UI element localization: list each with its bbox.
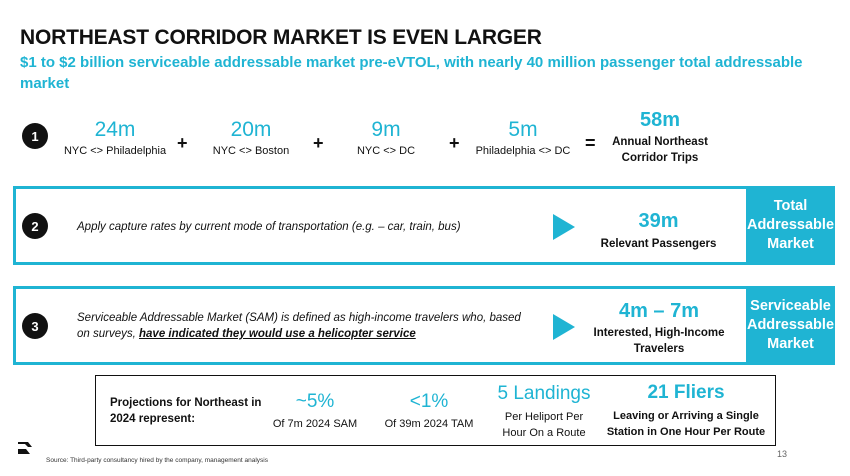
relevant-passengers-value: 39m xyxy=(638,210,679,232)
step-3-text-prefix: on surveys, xyxy=(77,328,139,340)
sam-panel-line-3: Market xyxy=(767,336,814,352)
step-3-text-emphasis: have indicated they would use a helicopt… xyxy=(139,328,416,340)
sam-share-value: ~5% xyxy=(295,391,335,412)
step-3-text-line-1: Serviceable Addressable Market (SAM) is … xyxy=(77,312,521,324)
plus-sign: + xyxy=(313,133,324,153)
route-value: 20m xyxy=(230,118,272,141)
source-note: Source: Third-party consultancy hired by… xyxy=(46,457,268,464)
landings-label-1: Per Heliport Per xyxy=(504,411,584,423)
landings-label-2: Hour On a Route xyxy=(502,427,586,439)
tam-panel-line-3: Market xyxy=(767,236,814,252)
company-logo-icon xyxy=(18,442,32,454)
tam-panel-line-2: Addressable xyxy=(746,217,835,233)
fliers: 21 Fliers Leaving or Arriving a Single S… xyxy=(600,382,772,440)
route-item: 5m Philadelphia <> DC xyxy=(468,118,578,157)
step-1-badge: 1 xyxy=(22,123,48,149)
fliers-value: 21 Fliers xyxy=(647,382,725,403)
plus-sign: + xyxy=(177,133,188,153)
fliers-label-1: Leaving or Arriving a Single xyxy=(613,410,759,422)
arrow-right-icon xyxy=(553,214,575,240)
tam-panel-line-1: Total xyxy=(773,198,808,214)
tam-share-value: <1% xyxy=(409,391,449,412)
tam-share: <1% Of 39m 2024 TAM xyxy=(374,391,484,430)
route-item: 20m NYC <> Boston xyxy=(195,118,307,157)
relevant-passengers: 39m Relevant Passengers xyxy=(596,210,721,252)
page-number: 13 xyxy=(777,449,788,459)
landings-value: 5 Landings xyxy=(497,383,591,404)
page-title: NORTHEAST CORRIDOR MARKET IS EVEN LARGER xyxy=(20,26,542,49)
step-2-badge: 2 xyxy=(22,213,48,239)
projections-intro-line-1: Projections for Northeast in xyxy=(110,397,262,409)
interested-travelers-label-1: Interested, High-Income xyxy=(593,327,725,339)
route-item: 24m NYC <> Philadelphia xyxy=(55,118,175,157)
arrow-right-icon xyxy=(553,314,575,340)
route-item: 9m NYC <> DC xyxy=(340,118,432,157)
interested-travelers-value: 4m – 7m xyxy=(618,300,700,322)
sam-panel: Serviceable Addressable Market xyxy=(746,286,835,365)
route-value: 24m xyxy=(94,118,136,141)
projections-box xyxy=(95,375,776,446)
total-trips-label-2: Corridor Trips xyxy=(621,152,699,164)
interested-travelers-label-2: Travelers xyxy=(633,343,685,355)
total-trips-label-1: Annual Northeast xyxy=(612,136,708,148)
plus-sign: + xyxy=(449,133,460,153)
step-3-text-line-2: on surveys, have indicated they would us… xyxy=(77,326,547,342)
route-label: NYC <> Boston xyxy=(212,145,290,157)
tam-panel: Total Addressable Market xyxy=(746,186,835,265)
sam-panel-line-2: Addressable xyxy=(746,317,835,333)
sam-panel-line-1: Serviceable xyxy=(750,298,831,314)
relevant-passengers-label: Relevant Passengers xyxy=(600,238,717,250)
route-label: NYC <> Philadelphia xyxy=(63,145,167,157)
total-trips: 58m Annual Northeast Corridor Trips xyxy=(600,109,720,166)
sam-share: ~5% Of 7m 2024 SAM xyxy=(265,391,365,430)
fliers-label-2: Station in One Hour Per Route xyxy=(606,426,766,438)
route-label: NYC <> DC xyxy=(356,145,416,157)
projections-intro: Projections for Northeast in 2024 repres… xyxy=(110,395,275,427)
interested-travelers: 4m – 7m Interested, High-Income Traveler… xyxy=(588,300,730,357)
step-2-text: Apply capture rates by current mode of t… xyxy=(77,221,461,233)
route-label: Philadelphia <> DC xyxy=(475,145,571,157)
route-value: 5m xyxy=(508,118,538,141)
route-value: 9m xyxy=(371,118,401,141)
tam-share-label: Of 39m 2024 TAM xyxy=(384,418,474,430)
page-subtitle: $1 to $2 billion serviceable addressable… xyxy=(20,54,803,92)
step-3-badge: 3 xyxy=(22,313,48,339)
sam-share-label: Of 7m 2024 SAM xyxy=(272,418,358,430)
landings: 5 Landings Per Heliport Per Hour On a Ro… xyxy=(490,383,598,441)
step-3-text: Serviceable Addressable Market (SAM) is … xyxy=(77,310,547,342)
equals-sign: = xyxy=(585,133,596,153)
projections-intro-line-2: 2024 represent: xyxy=(110,413,196,425)
total-trips-value: 58m xyxy=(639,109,681,131)
